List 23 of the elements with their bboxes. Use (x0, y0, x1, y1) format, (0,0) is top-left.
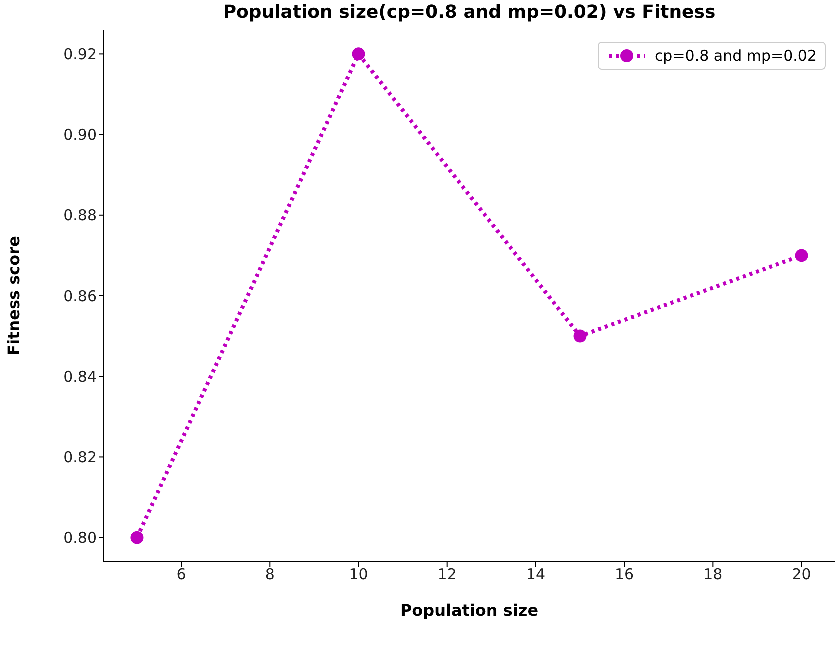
y-tick-label: 0.82 (64, 448, 97, 467)
x-tick-label: 18 (704, 566, 723, 584)
x-tick-label: 20 (792, 566, 812, 584)
x-tick-label: 16 (615, 566, 634, 584)
y-tick-label: 0.80 (64, 529, 97, 548)
x-axis-title: Population size (400, 601, 539, 620)
point (795, 249, 808, 262)
x-tick-label: 8 (265, 566, 275, 584)
y-tick-label: 0.90 (64, 126, 97, 144)
legend-label: cp=0.8 and mp=0.02 (654, 47, 817, 65)
y-tick-label: 0.88 (64, 206, 97, 225)
point (352, 48, 366, 61)
chart-title: Population size(cp=0.8 and mp=0.02) vs Fitness (222, 2, 717, 23)
point (574, 330, 587, 343)
y-tick-label: 0.86 (64, 287, 97, 306)
y-tick-label: 0.92 (64, 46, 97, 64)
x-tick-label: 14 (526, 566, 546, 584)
y-tick-label: 0.84 (64, 368, 97, 386)
point (130, 531, 144, 544)
x-tick-label: 6 (176, 566, 186, 584)
y-axis-title: Fitness score (4, 236, 24, 356)
x-tick-label: 12 (438, 566, 457, 584)
x-tick-label: 10 (349, 566, 368, 584)
